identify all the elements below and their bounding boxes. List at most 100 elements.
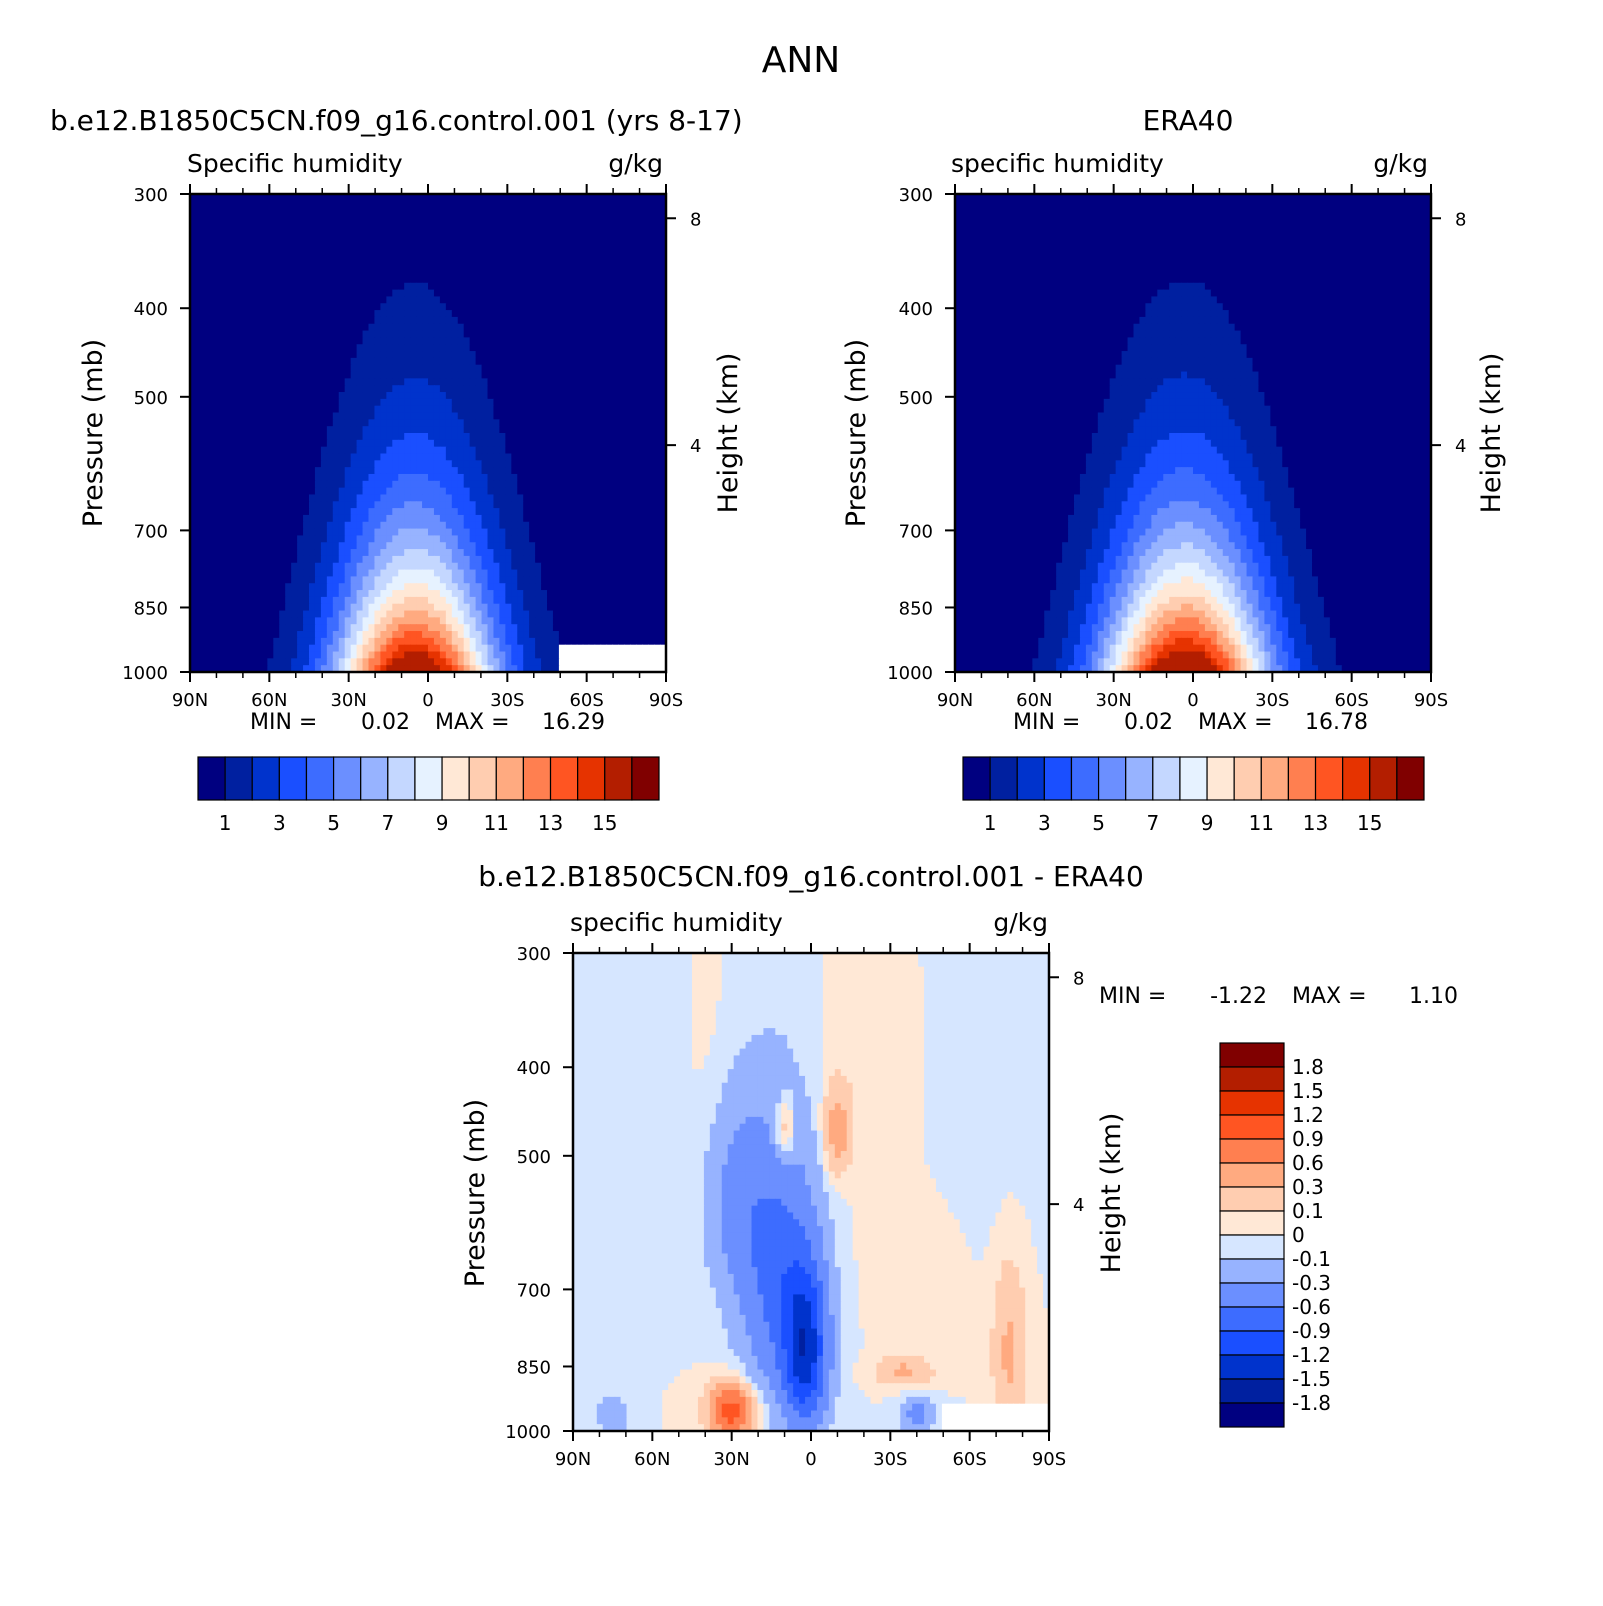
field-cell (225, 344, 233, 352)
field-cell (243, 535, 251, 543)
field-cell (648, 398, 655, 407)
field-cell (630, 521, 637, 530)
field-cell (445, 303, 453, 311)
field-cell (350, 453, 358, 461)
field-cell (285, 364, 292, 373)
field-cell (469, 255, 477, 263)
field-cell (422, 296, 429, 304)
field-cell (481, 596, 489, 605)
field-cell (660, 467, 667, 475)
field-cell (428, 303, 435, 311)
field-cell (451, 549, 459, 557)
field-cell (374, 521, 381, 530)
field-cell (636, 569, 643, 577)
field-cell (243, 576, 251, 584)
field-cell (439, 562, 447, 571)
field-cell (195, 480, 203, 489)
field-cell (439, 569, 447, 577)
field-cell (404, 426, 411, 434)
field-cell (291, 562, 298, 571)
field-cell (356, 576, 364, 584)
field-cell (404, 357, 411, 366)
field-cell (398, 221, 405, 229)
field-cell (356, 207, 364, 216)
field-cell (309, 351, 316, 359)
field-cell (642, 426, 649, 434)
field-cell (201, 330, 209, 338)
field-cell (463, 508, 471, 516)
field-cell (392, 562, 399, 571)
field-cell (600, 569, 608, 577)
field-cell (654, 405, 661, 414)
field-cell (195, 473, 203, 482)
field-cell (600, 248, 608, 257)
field-cell (297, 282, 304, 291)
field-cell (612, 419, 619, 427)
field-cell (475, 289, 483, 298)
field-cell (493, 194, 500, 202)
field-cell (398, 282, 405, 291)
field-cell (255, 549, 262, 557)
field-cell (213, 446, 221, 455)
field-cell (547, 323, 554, 332)
field-cell (582, 289, 590, 298)
field-cell (267, 214, 274, 222)
field-cell (552, 426, 560, 434)
field-cell (267, 494, 274, 502)
field-cell (309, 200, 316, 209)
field-cell (606, 555, 614, 564)
field-cell (291, 610, 298, 618)
field-cell (428, 398, 435, 407)
field-cell (362, 555, 370, 564)
field-cell (422, 392, 429, 400)
field-cell (523, 562, 530, 571)
field-cell (600, 583, 608, 591)
field-cell (291, 214, 298, 222)
field-cell (654, 337, 661, 345)
field-cell (636, 603, 643, 612)
field-cell (219, 234, 227, 243)
field-cell (594, 241, 602, 250)
field-cell (314, 583, 322, 591)
field-cell (374, 194, 381, 202)
field-cell (493, 555, 500, 564)
field-cell (558, 275, 566, 284)
field-cell (410, 576, 417, 584)
field-cell (606, 603, 614, 612)
field-cell (285, 439, 292, 448)
field-cell (320, 303, 328, 311)
field-cell (594, 480, 602, 489)
field-cell (552, 330, 560, 338)
field-cell (469, 508, 477, 516)
field-cell (570, 549, 578, 557)
field-cell (303, 303, 310, 311)
field-cell (517, 535, 524, 543)
field-cell (374, 337, 381, 345)
field-cell (392, 535, 399, 543)
field-cell (576, 439, 584, 448)
field-cell (386, 603, 393, 612)
field-cell (451, 590, 459, 598)
field-cell (314, 610, 322, 618)
field-cell (309, 262, 316, 270)
field-cell (642, 269, 649, 277)
field-cell (541, 460, 548, 468)
field-cell (451, 583, 459, 591)
field-cell (243, 385, 251, 393)
field-cell (422, 412, 429, 420)
field-cell (237, 405, 245, 414)
field-cell (368, 269, 376, 277)
field-cell (422, 610, 429, 618)
field-cell (356, 200, 364, 209)
field-cell (511, 514, 518, 523)
field-cell (225, 439, 233, 448)
field-cell (273, 241, 280, 250)
field-cell (237, 412, 245, 420)
field-cell (303, 514, 310, 523)
field-cell (493, 398, 500, 407)
field-cell (469, 487, 477, 496)
field-cell (309, 378, 316, 386)
field-cell (326, 337, 334, 345)
field-cell (267, 234, 274, 243)
field-cell (237, 207, 245, 216)
